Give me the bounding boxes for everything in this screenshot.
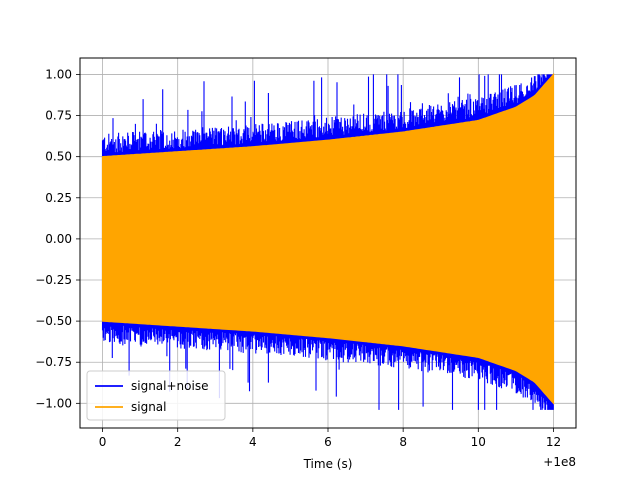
legend: signal+noise signal	[86, 370, 226, 421]
x-tick-label: 10	[471, 435, 486, 449]
y-tick-label: −1.00	[35, 396, 72, 410]
y-tick-label: −0.50	[35, 314, 72, 328]
y-axis-ticks: −1.00 −0.75 −0.50 −0.25 0.00 0.25 0.50 0.75 1.00	[35, 67, 80, 410]
x-tick-label: 4	[249, 435, 257, 449]
y-tick-label: 0.75	[45, 109, 72, 123]
legend-label-signal: signal	[131, 400, 167, 414]
x-tick-label: 0	[99, 435, 107, 449]
x-axis-ticks: 0 2 4 6 8 10 12	[99, 428, 561, 449]
y-tick-label: 0.25	[45, 191, 72, 205]
x-axis-label: Time (s)	[303, 457, 353, 471]
series-signal	[101, 72, 555, 405]
legend-label-signal-noise: signal+noise	[131, 379, 208, 393]
x-tick-label: 8	[399, 435, 407, 449]
x-tick-label: 6	[324, 435, 332, 449]
y-tick-label: 0.00	[45, 232, 72, 246]
y-tick-label: −0.25	[35, 273, 72, 287]
y-tick-label: 0.50	[45, 150, 72, 164]
x-tick-label: 12	[546, 435, 561, 449]
y-tick-label: −0.75	[35, 355, 72, 369]
y-tick-label: 1.00	[45, 67, 72, 81]
x-tick-label: 2	[174, 435, 182, 449]
x-axis-offset-label: +1e8	[543, 455, 576, 469]
signal-line	[101, 72, 555, 405]
